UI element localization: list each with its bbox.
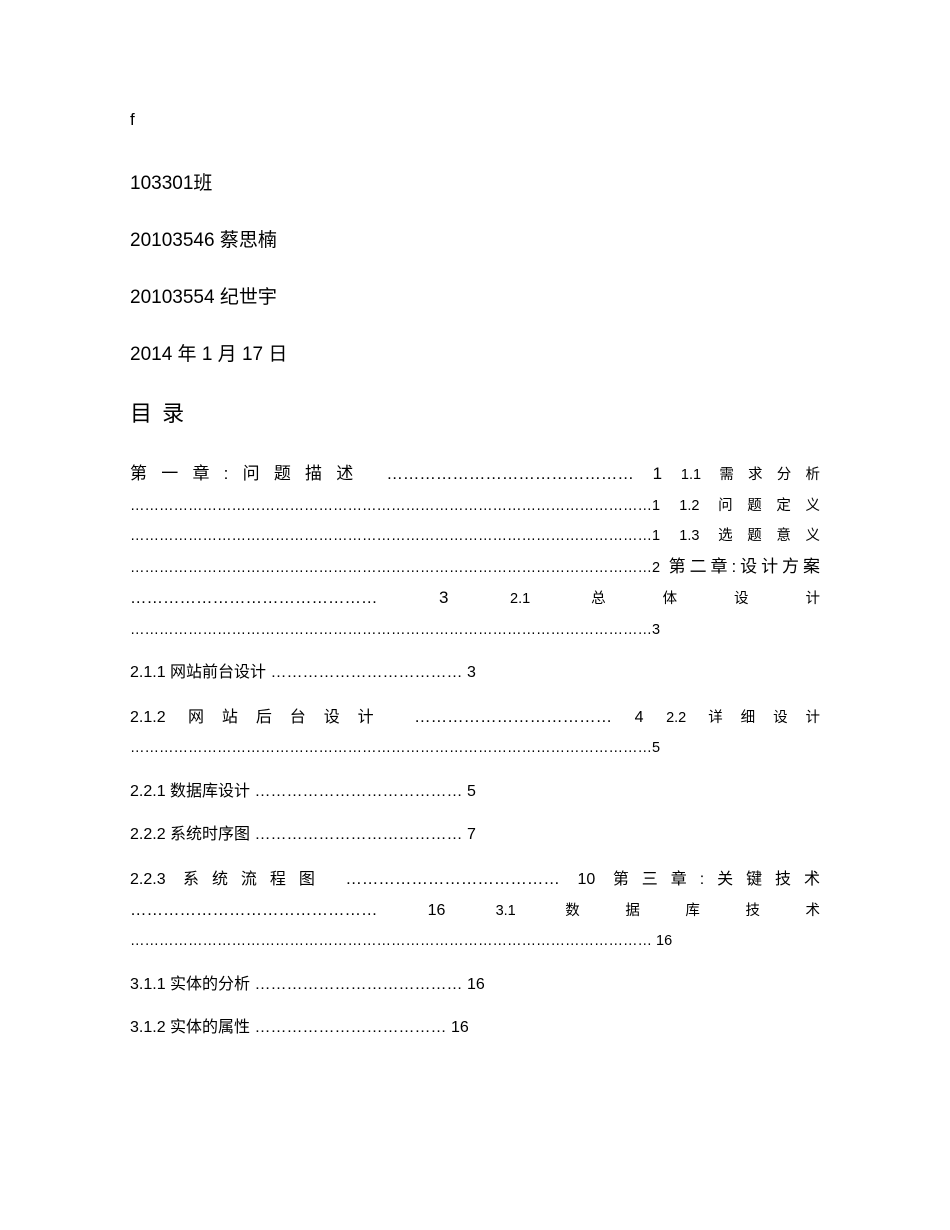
toc-s1-3-label: 1.3 选题意义	[679, 528, 820, 544]
toc-s3-1-2-label: 3.1.2 实体的属性	[130, 1019, 250, 1036]
toc-s2-2-3-label: 2.2.3 系统流程图	[130, 871, 328, 888]
toc-dots: …………………………………	[345, 870, 577, 888]
toc-s2-1-2-page: 4	[635, 709, 644, 726]
toc-block-ch1: 第一章:问题描述 ……………………………………… 1 1.1 需求分析 ……………	[130, 458, 820, 644]
toc-dots: ………………………………………………………………………………………………	[130, 498, 652, 514]
toc-s2-2-2-label: 2.2.2 系统时序图	[130, 826, 250, 843]
toc-s2-1-1: 2.1.1 网站前台设计 ……………………………… 3	[130, 658, 820, 688]
toc-dots: ………………………………………	[130, 901, 428, 919]
toc-s1-1-page: 1	[652, 498, 660, 514]
toc-dots: ………………………………………………………………………………………………	[130, 560, 652, 576]
toc-dots: …………………………………	[255, 826, 467, 843]
toc-dots: ………………………………	[255, 1019, 451, 1036]
toc-s1-3-page: 2	[652, 560, 660, 576]
toc-ch1-label: 第一章:问题描述	[130, 464, 368, 483]
toc-s3-1-1-label: 3.1.1 实体的分析	[130, 976, 250, 993]
toc-s1-2-page: 1	[652, 528, 660, 544]
document-date: 2014 年 1 月 17 日	[130, 339, 820, 366]
toc-ch2-label: 第二章:设计方案	[669, 557, 820, 576]
toc-dots: …………………………………	[255, 976, 467, 993]
toc-dots: ………………………………	[414, 708, 635, 726]
toc-body: 第一章:问题描述 ……………………………………… 1 1.1 需求分析 ……………	[130, 458, 820, 1043]
toc-s3-1-page: 16	[656, 933, 672, 949]
class-name: 103301班	[130, 168, 820, 195]
toc-s3-1-label: 3.1 数据库技术	[496, 903, 820, 919]
toc-s3-1-1-page: 16	[467, 976, 485, 993]
toc-block-s2-1-2: 2.1.2 网站后台设计 ……………………………… 4 2.2 详细设计 …………	[130, 702, 820, 763]
toc-s2-1-2-label: 2.1.2 网站后台设计	[130, 709, 392, 726]
toc-dots: …………………………………	[255, 783, 467, 800]
student-2: 20103554 纪世宇	[130, 282, 820, 309]
toc-ch3-label: 第三章:关键技术	[613, 871, 820, 888]
toc-s2-1-1-page: 3	[467, 664, 476, 681]
toc-s3-1-2-page: 16	[451, 1019, 469, 1036]
toc-s1-2-label: 1.2 问题定义	[679, 498, 820, 514]
toc-s2-1-1-label: 2.1.1 网站前台设计	[130, 664, 266, 681]
toc-s2-1-page: 3	[652, 622, 660, 638]
toc-s3-1-1: 3.1.1 实体的分析 ………………………………… 16	[130, 970, 820, 1000]
toc-title: 目 录	[130, 396, 820, 428]
toc-s2-2-1-label: 2.2.1 数据库设计	[130, 783, 250, 800]
toc-dots: ………………………………………………………………………………………………	[130, 740, 652, 756]
toc-dots: ………………………………………………………………………………………………	[130, 528, 652, 544]
toc-s2-2-label: 2.2 详细设计	[666, 710, 820, 726]
toc-dots: ………………………………	[271, 664, 467, 681]
toc-dots: ………………………………………………………………………………………………	[130, 933, 656, 949]
toc-s2-2-page: 5	[652, 740, 660, 756]
toc-ch2-page: 3	[439, 588, 448, 607]
toc-s2-2-2-page: 7	[467, 826, 476, 843]
toc-s1-1-label: 1.1 需求分析	[681, 467, 820, 483]
toc-dots: ………………………………………	[386, 465, 652, 483]
toc-s3-1-2: 3.1.2 实体的属性 ……………………………… 16	[130, 1013, 820, 1043]
toc-block-s2-2-3: 2.2.3 系统流程图 ………………………………… 10 第三章:关键技术 ………	[130, 864, 820, 956]
toc-ch3-page: 16	[428, 902, 446, 919]
toc-dots: ………………………………………	[130, 589, 439, 607]
student-1: 20103546 蔡思楠	[130, 225, 820, 252]
toc-s2-2-1-page: 5	[467, 783, 476, 800]
toc-s2-2-1: 2.2.1 数据库设计 ………………………………… 5	[130, 777, 820, 807]
toc-s2-1-label: 2.1 总体设计	[510, 591, 820, 607]
document-header: f 103301班 20103546 蔡思楠 20103554 纪世宇 2014…	[130, 110, 820, 366]
toc-ch1-page: 1	[653, 464, 662, 483]
toc-dots: ………………………………………………………………………………………………	[130, 622, 652, 638]
toc-s2-2-3-page: 10	[577, 871, 595, 888]
toc-s2-2-2: 2.2.2 系统时序图 ………………………………… 7	[130, 820, 820, 850]
header-f: f	[130, 110, 820, 130]
